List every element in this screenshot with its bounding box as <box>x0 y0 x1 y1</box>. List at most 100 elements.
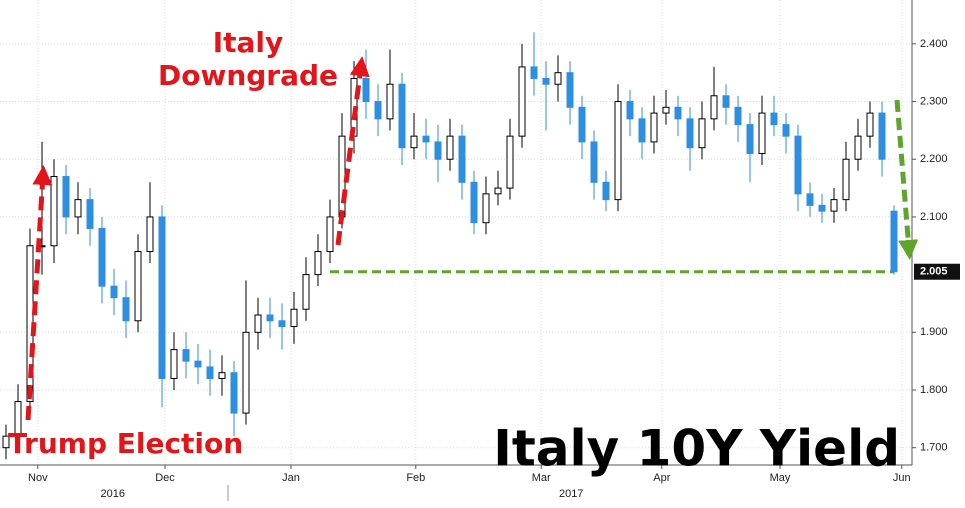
candle-body <box>410 135 418 149</box>
candle-body <box>494 187 502 195</box>
candle-body <box>254 314 262 333</box>
x-tick-label: Apr <box>653 472 670 484</box>
candle-body <box>14 401 22 437</box>
x-tick-label: Jun <box>893 472 911 484</box>
candle-body <box>314 251 322 276</box>
candle-body <box>866 112 874 137</box>
candle-body <box>782 124 790 137</box>
candle-body <box>698 118 706 149</box>
candle-body <box>746 124 754 154</box>
candle-body <box>722 95 730 108</box>
candle-body <box>770 112 778 126</box>
candle-body <box>830 199 838 212</box>
candle-body <box>422 135 430 143</box>
candle-body <box>590 141 598 183</box>
candle-body <box>686 118 694 149</box>
year-label: 2016 <box>101 488 125 500</box>
candle-body <box>506 135 514 189</box>
last-value-box <box>914 263 960 280</box>
y-tick-label: 2.300 <box>920 95 948 107</box>
candle-body <box>374 101 382 120</box>
candle-body <box>566 72 574 108</box>
candle-body <box>278 320 286 328</box>
candle-body <box>290 308 298 328</box>
arrow <box>894 99 919 260</box>
candle-body <box>818 204 826 212</box>
candle-body <box>182 349 190 362</box>
candle-body <box>218 372 226 379</box>
candle-body <box>554 72 562 85</box>
candle-body <box>662 106 670 114</box>
last-value-label: 2.005 <box>920 266 948 278</box>
x-tick-label: May <box>770 472 791 484</box>
x-tick-label: Nov <box>28 472 48 484</box>
candle-body <box>170 349 178 379</box>
candle-body <box>794 135 802 195</box>
candle-body <box>50 176 58 247</box>
annotation: Italy <box>213 26 284 59</box>
candle-body <box>542 77 550 85</box>
candle-body <box>842 158 850 201</box>
candle-body <box>86 199 94 229</box>
x-tick-label: Jan <box>282 472 300 484</box>
x-tick-label: Mar <box>532 472 551 484</box>
candle-body <box>362 77 370 103</box>
candle-body <box>854 135 862 160</box>
candle-body <box>206 366 214 379</box>
candle-body <box>614 101 622 201</box>
candle-body <box>674 106 682 120</box>
candle-body <box>734 106 742 126</box>
candle-body <box>110 285 118 299</box>
y-tick-label: 1.900 <box>920 326 948 338</box>
candle-body <box>194 360 202 368</box>
candle-body <box>398 83 406 149</box>
candle-body <box>62 176 70 218</box>
candle-body <box>890 210 898 273</box>
candle-body <box>242 331 250 414</box>
candle-body <box>758 112 766 154</box>
x-tick-label: Dec <box>155 472 175 484</box>
candle-body <box>230 372 238 414</box>
candle-body <box>458 135 466 183</box>
x-tick-label: Feb <box>406 472 425 484</box>
candle-body <box>434 141 442 160</box>
candle-body <box>650 112 658 143</box>
candle-body <box>122 297 130 322</box>
y-tick-label: 1.700 <box>920 442 948 454</box>
candle-body <box>602 181 610 201</box>
plot-area: 1.700 1.800 1.900 2.100 2.200 2.300 2.400 Nov De… <box>0 0 948 501</box>
candle-body <box>158 216 166 379</box>
candle-body <box>638 118 646 143</box>
candle-body <box>530 66 538 79</box>
candle-body <box>2 435 10 449</box>
candle-body <box>338 135 346 218</box>
candle-body <box>518 66 526 137</box>
annotation: Trump Election <box>8 427 243 460</box>
candle-body <box>806 193 814 206</box>
annotation: Downgrade <box>158 59 338 92</box>
candle-body <box>446 135 454 160</box>
candle-body <box>470 181 478 224</box>
y-tick-label: 1.800 <box>920 384 948 396</box>
candle-body <box>386 83 394 120</box>
candle-body <box>74 199 82 218</box>
arrow <box>335 56 370 246</box>
candle-body <box>266 314 274 322</box>
candle-body <box>578 106 586 143</box>
chart-title: Italy 10Y Yield <box>493 420 900 478</box>
year-label: 2017 <box>559 488 583 500</box>
candle-body <box>626 101 634 120</box>
y-tick-label: 2.400 <box>920 38 948 50</box>
candle-body <box>482 193 490 224</box>
candle-body <box>710 95 718 120</box>
candle-body <box>98 227 106 287</box>
y-tick-label: 2.100 <box>920 211 948 223</box>
candle-body <box>878 112 886 160</box>
candle-body <box>134 251 142 322</box>
y-tick-label: 2.200 <box>920 153 948 165</box>
candle-body <box>302 274 310 310</box>
candle-body <box>146 216 154 253</box>
candle-body <box>326 216 334 253</box>
